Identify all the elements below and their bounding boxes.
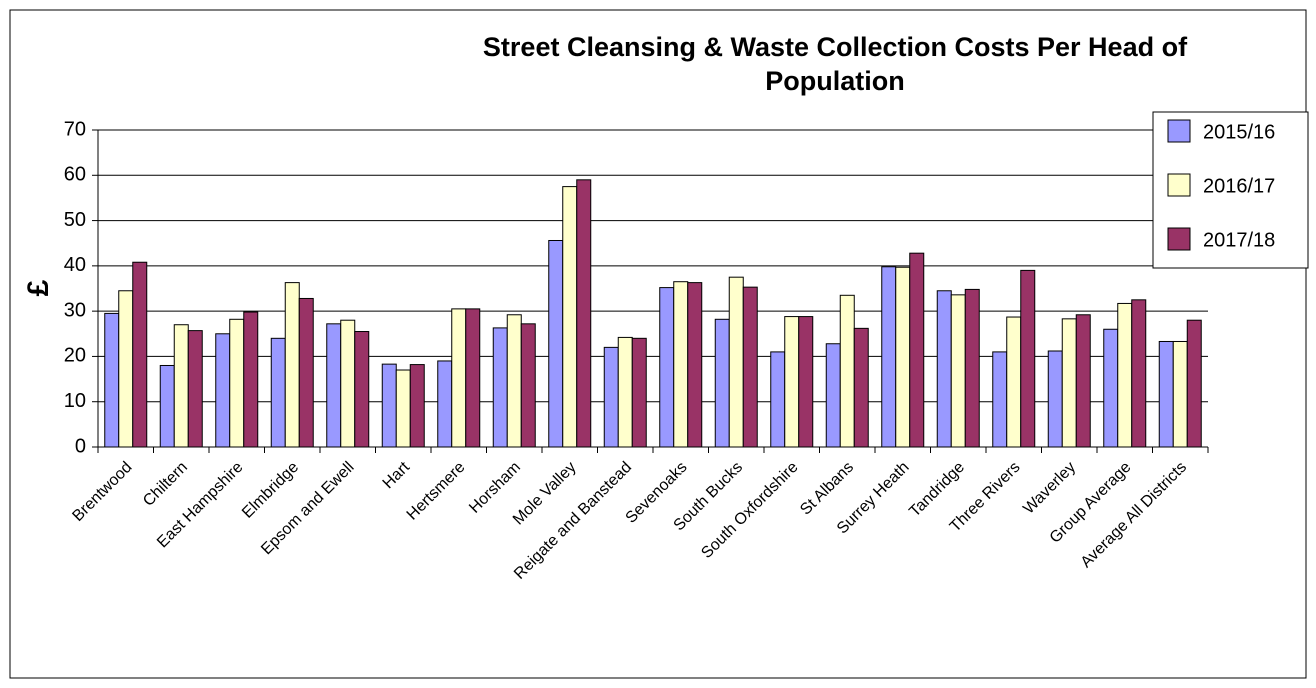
bar bbox=[964, 288, 980, 448]
y-tick-label: 0 bbox=[75, 435, 86, 457]
bar bbox=[950, 294, 966, 448]
bar bbox=[853, 327, 869, 448]
bar bbox=[770, 351, 786, 448]
bar bbox=[839, 294, 855, 448]
bar bbox=[395, 369, 411, 448]
y-tick-label: 20 bbox=[64, 345, 86, 367]
bar bbox=[798, 316, 814, 448]
bar bbox=[229, 318, 245, 448]
legend-swatch bbox=[1167, 227, 1191, 251]
y-tick-label: 60 bbox=[64, 164, 86, 186]
bar bbox=[992, 351, 1008, 448]
y-tick-label: 50 bbox=[64, 209, 86, 231]
y-tick-label: 70 bbox=[64, 118, 86, 140]
bar bbox=[673, 281, 689, 448]
bar bbox=[173, 324, 189, 448]
bar bbox=[451, 308, 467, 448]
bar bbox=[437, 360, 453, 448]
x-tick-label: Epsom and Ewell bbox=[258, 459, 357, 558]
x-tick-label: Waverley bbox=[1020, 459, 1079, 518]
bar bbox=[714, 318, 730, 448]
y-tick-label: 40 bbox=[64, 254, 86, 276]
bar bbox=[631, 337, 647, 448]
bar bbox=[159, 364, 175, 448]
x-tick-label: St Albans bbox=[797, 459, 857, 519]
x-tick-label: Hart bbox=[380, 458, 414, 492]
legend-label: 2015/16 bbox=[1203, 121, 1275, 143]
bar bbox=[1061, 318, 1077, 448]
bar bbox=[936, 290, 952, 448]
bar bbox=[409, 364, 425, 448]
bar bbox=[270, 337, 286, 448]
bar bbox=[118, 290, 134, 448]
bar bbox=[1006, 316, 1022, 448]
bar bbox=[687, 282, 703, 448]
bar bbox=[132, 261, 148, 448]
bar bbox=[1186, 319, 1202, 448]
legend-label: 2017/18 bbox=[1203, 229, 1275, 251]
bar bbox=[1075, 314, 1091, 448]
bar bbox=[506, 314, 522, 448]
bar bbox=[215, 333, 231, 448]
bar bbox=[340, 319, 356, 448]
bar bbox=[187, 330, 203, 448]
x-tick-label: South Oxfordshire bbox=[698, 459, 801, 562]
bar bbox=[326, 323, 342, 448]
bar bbox=[1158, 340, 1174, 448]
bar bbox=[381, 363, 397, 448]
x-tick-label: Reigate and Banstead bbox=[511, 459, 635, 583]
bar bbox=[1131, 299, 1147, 448]
bar bbox=[576, 179, 592, 448]
bar bbox=[243, 311, 259, 448]
bar bbox=[284, 282, 300, 448]
bar bbox=[1020, 269, 1036, 448]
bar bbox=[728, 276, 744, 448]
bar bbox=[1103, 328, 1119, 448]
bar bbox=[520, 323, 536, 448]
bar bbox=[617, 336, 633, 448]
bar bbox=[659, 287, 675, 448]
bar bbox=[548, 239, 564, 448]
bar bbox=[465, 308, 481, 448]
x-tick-label: Hertsmere bbox=[404, 459, 469, 524]
legend-label: 2016/17 bbox=[1203, 175, 1275, 197]
bar bbox=[895, 266, 911, 448]
y-tick-label: 10 bbox=[64, 390, 86, 412]
bar bbox=[603, 346, 619, 448]
bar bbox=[909, 252, 925, 448]
bar bbox=[354, 331, 370, 448]
x-tick-label: Horsham bbox=[466, 459, 524, 517]
bar bbox=[742, 286, 758, 448]
bar bbox=[104, 312, 120, 448]
bar bbox=[881, 266, 897, 448]
bar bbox=[1047, 350, 1063, 448]
x-tick-label: Brentwood bbox=[69, 459, 135, 525]
y-tick-label: 30 bbox=[64, 299, 86, 321]
legend-swatch bbox=[1167, 119, 1191, 143]
chart-title: Street Cleansing & Waste Collection Cost… bbox=[482, 32, 1188, 96]
bar bbox=[298, 297, 314, 448]
x-tick-label: Average All Districts bbox=[1078, 459, 1190, 571]
bar bbox=[784, 316, 800, 448]
x-tick-label: Chiltern bbox=[140, 459, 191, 510]
frame bbox=[9, 9, 1307, 679]
y-axis-label: £ bbox=[22, 279, 55, 296]
bar bbox=[1172, 340, 1188, 448]
bar bbox=[825, 343, 841, 448]
legend-swatch bbox=[1167, 173, 1191, 197]
bar bbox=[1117, 302, 1133, 448]
bar bbox=[562, 186, 578, 448]
bar bbox=[492, 327, 508, 448]
